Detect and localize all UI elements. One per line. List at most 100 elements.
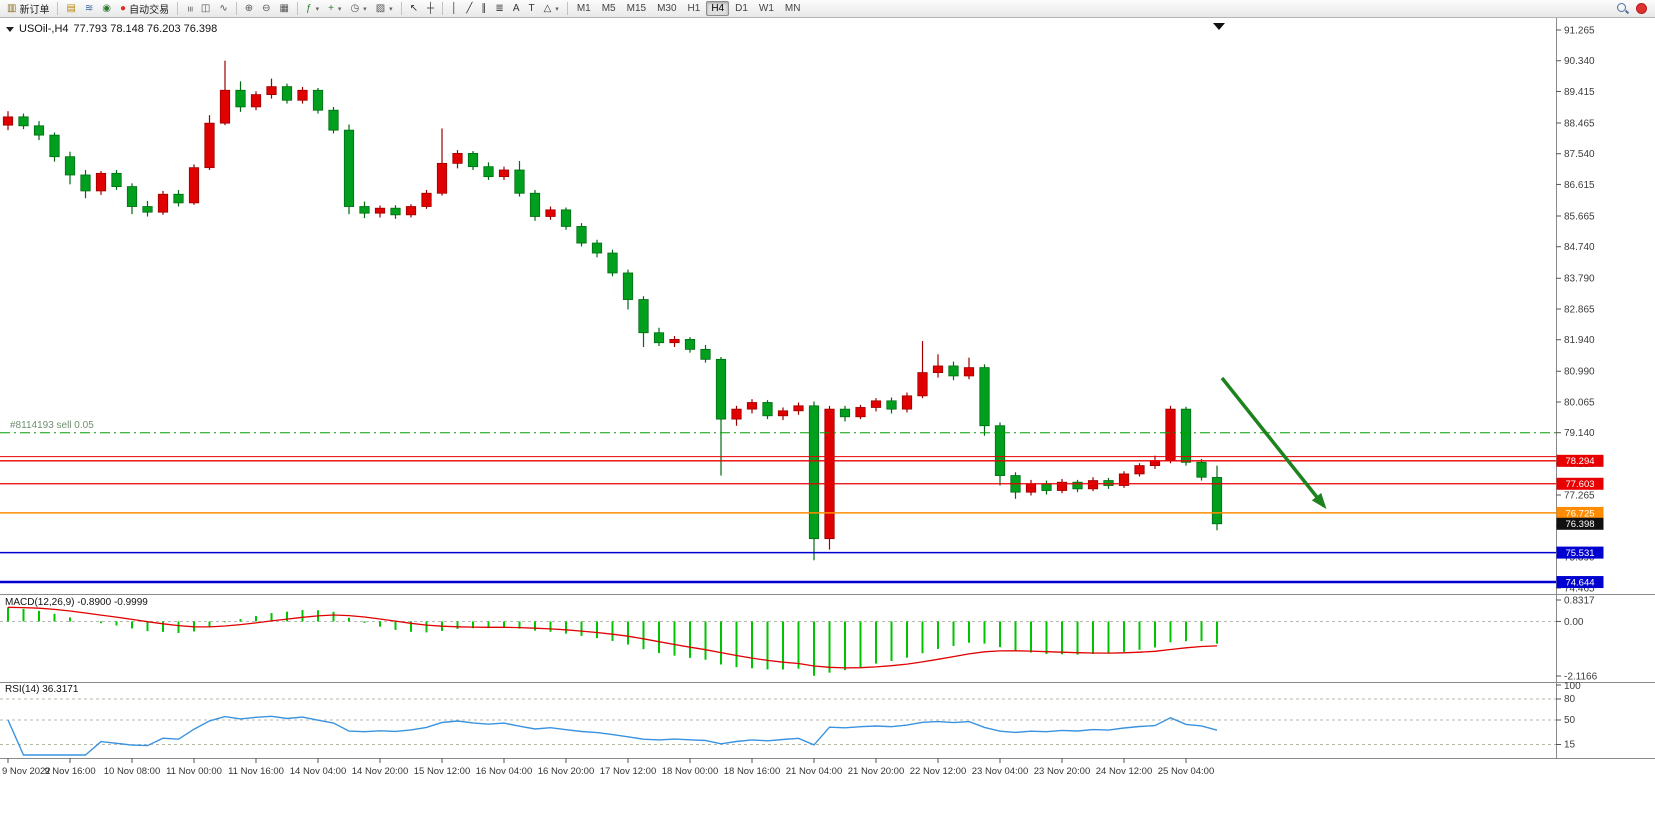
notification-badge[interactable] — [1636, 3, 1647, 14]
horizontal-lines-group[interactable] — [0, 432, 1556, 584]
cursor-icon-glyph: ↖ — [409, 2, 419, 14]
svg-text:85.665: 85.665 — [1564, 211, 1595, 222]
timeframe-d1[interactable]: D1 — [735, 3, 748, 14]
rsi-axis[interactable]: 100 80 50 15 — [1556, 682, 1581, 758]
toolbar-separator — [57, 2, 59, 15]
bars-chart-icon-glyph: ≡ — [184, 5, 195, 12]
svg-text:-2.1166: -2.1166 — [1564, 671, 1598, 682]
toolbar-separator — [235, 2, 237, 15]
candlestick-chart-icon[interactable]: ◫ — [197, 1, 214, 16]
timeframe-m1[interactable]: M1 — [576, 3, 591, 14]
timeframe-w1[interactable]: W1 — [758, 3, 774, 14]
vertical-line-icon[interactable]: │ — [447, 1, 461, 16]
zoom-out-icon[interactable]: ⊖ — [258, 1, 274, 16]
label-icon[interactable]: T — [524, 1, 538, 16]
macd-histogram — [7, 607, 1218, 676]
price-axis[interactable]: 91.265 90.340 89.415 88.465 87.540 86.615 85.6… — [1556, 18, 1655, 594]
svg-text:91.265: 91.265 — [1564, 25, 1595, 36]
market-watch-icon[interactable]: ≋ — [81, 1, 97, 16]
charts-window-icon[interactable]: ▤ — [62, 1, 79, 16]
crosshair-icon-glyph: ┼ — [427, 2, 435, 14]
indicators-icon-glyph: ƒ — [306, 2, 312, 14]
macd-axis[interactable]: 0.8317 0.00 -2.1166 — [1556, 594, 1598, 682]
channel-icon[interactable]: ∥ — [477, 1, 490, 16]
svg-text:18 Nov 00:00: 18 Nov 00:00 — [662, 766, 719, 777]
svg-text:77.603: 77.603 — [1565, 479, 1594, 490]
main-chart-svg[interactable]: 91.265 90.340 89.415 88.465 87.540 86.615 85.6… — [0, 18, 1655, 594]
tile-windows-icon[interactable]: ▦ — [276, 1, 293, 16]
svg-text:86.615: 86.615 — [1564, 180, 1595, 191]
svg-text:21 Nov 04:00: 21 Nov 04:00 — [786, 766, 843, 777]
periods-icon[interactable]: ◷ ▾ — [346, 1, 370, 16]
svg-text:89.415: 89.415 — [1564, 87, 1595, 98]
macd-signal-line — [7, 606, 1218, 669]
position-label[interactable]: #8114193 sell 0.05 — [10, 420, 94, 431]
timeframe-h1[interactable]: H1 — [687, 3, 701, 14]
shapes-icon-glyph: △ — [543, 2, 552, 14]
timeframe-m15[interactable]: M15 — [626, 3, 647, 14]
cursor-icon[interactable]: ↖ — [406, 1, 422, 16]
candles-group — [2, 60, 1223, 561]
timeframe-m30[interactable]: M30 — [657, 3, 677, 14]
search-icon[interactable] — [1616, 2, 1629, 15]
toolbar: ▥ 新订单 ▤ ≋ ◉ ● 自动交易 ≡ ◫ ∿ ⊕ ⊖ ▦ ƒ ▾ + ▾ ◷ ▾ ▨ ▾ ↖ ┼ │ ╱ ∥ ≣ A T △ ▾ M1 M5… — [0, 0, 1655, 18]
chart-menu-icon[interactable] — [6, 26, 14, 32]
label-icon-glyph: T — [528, 2, 535, 14]
trend-arrow[interactable] — [1220, 376, 1327, 510]
indicators-icon[interactable]: ƒ ▾ — [302, 1, 323, 16]
svg-text:14 Nov 04:00: 14 Nov 04:00 — [290, 766, 347, 777]
chart-title: USOil-,H4 77.793 78.148 76.203 76.398 — [6, 23, 217, 35]
toolbar-separator — [566, 2, 568, 15]
timeframe-mn[interactable]: MN — [784, 3, 801, 14]
shapes-icon-caret: ▾ — [555, 5, 559, 13]
scroll-to-end-marker[interactable] — [1213, 23, 1225, 30]
timeframe-m5[interactable]: M5 — [601, 3, 616, 14]
svg-text:90.340: 90.340 — [1564, 56, 1595, 67]
auto-trading-button-glyph: ● — [120, 2, 127, 14]
shapes-icon[interactable]: △ ▾ — [540, 1, 563, 16]
toolbar-separator — [297, 2, 298, 15]
new-order-button[interactable]: ▥ 新订单 — [3, 1, 53, 16]
svg-text:75.531: 75.531 — [1565, 548, 1594, 559]
svg-text:23 Nov 20:00: 23 Nov 20:00 — [1034, 766, 1091, 777]
svg-text:83.790: 83.790 — [1564, 274, 1595, 285]
svg-text:76.398: 76.398 — [1565, 519, 1594, 530]
svg-text:82.865: 82.865 — [1564, 304, 1595, 315]
add-object-icon[interactable]: + ▾ — [324, 1, 345, 16]
crosshair-icon[interactable]: ┼ — [423, 1, 438, 16]
rsi-panel-svg[interactable]: 100 80 50 15 — [0, 682, 1655, 758]
rsi-label: RSI(14) 36.3171 — [5, 684, 79, 695]
templates-icon[interactable]: ▨ ▾ — [372, 1, 397, 16]
text-icon[interactable]: A — [509, 1, 524, 16]
macd-panel-svg[interactable]: 0.8317 0.00 -2.1166 — [0, 594, 1655, 682]
svg-text:15 Nov 12:00: 15 Nov 12:00 — [414, 766, 471, 777]
svg-text:15: 15 — [1564, 740, 1576, 751]
svg-text:11 Nov 16:00: 11 Nov 16:00 — [228, 766, 284, 777]
bars-chart-icon[interactable]: ≡ — [182, 1, 196, 16]
svg-text:10 Nov 08:00: 10 Nov 08:00 — [104, 766, 161, 777]
svg-text:16 Nov 20:00: 16 Nov 20:00 — [538, 766, 595, 777]
market-watch-icon-glyph: ≋ — [84, 2, 94, 14]
svg-text:74.644: 74.644 — [1565, 577, 1594, 588]
svg-text:100: 100 — [1564, 682, 1581, 692]
trendline-icon-glyph: ╱ — [466, 2, 473, 14]
timeframe-h4[interactable]: H4 — [706, 1, 730, 16]
svg-text:80.990: 80.990 — [1564, 367, 1595, 378]
templates-icon-caret: ▾ — [389, 5, 393, 13]
svg-text:84.740: 84.740 — [1564, 242, 1595, 253]
periods-icon-caret: ▾ — [363, 5, 367, 13]
zoom-in-icon[interactable]: ⊕ — [241, 1, 257, 16]
line-chart-icon[interactable]: ∿ — [215, 1, 231, 16]
add-object-icon-glyph: + — [328, 2, 334, 14]
trendline-icon[interactable]: ╱ — [462, 1, 476, 16]
templates-icon-glyph: ▨ — [375, 2, 386, 14]
fibonacci-icon[interactable]: ≣ — [491, 1, 507, 16]
navigator-icon[interactable]: ◉ — [98, 1, 115, 16]
svg-text:77.265: 77.265 — [1564, 490, 1595, 501]
channel-icon-glyph: ∥ — [481, 2, 487, 14]
add-object-icon-caret: ▾ — [337, 5, 342, 13]
auto-trading-button[interactable]: ● 自动交易 — [116, 1, 173, 16]
